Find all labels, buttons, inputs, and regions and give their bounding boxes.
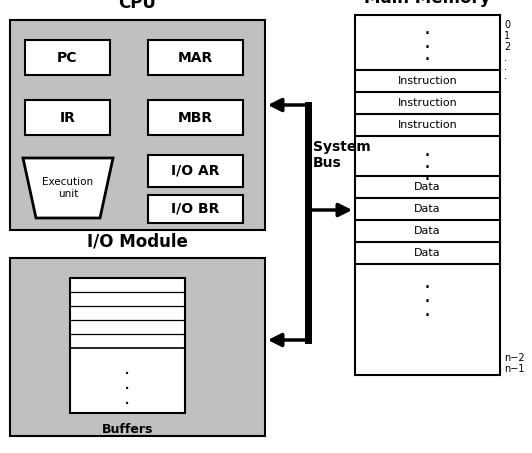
- Text: .: .: [424, 18, 431, 38]
- Text: I/O Module: I/O Module: [87, 232, 188, 250]
- Bar: [148, 40, 243, 75]
- Text: Data: Data: [414, 226, 441, 236]
- Text: .: .: [424, 32, 431, 52]
- Text: .: .: [424, 152, 431, 172]
- Text: .: .: [424, 140, 431, 160]
- Bar: [25, 100, 110, 135]
- Bar: [148, 100, 243, 135]
- Text: IR: IR: [60, 111, 76, 125]
- Text: n−2: n−2: [504, 353, 525, 363]
- Bar: [25, 40, 110, 75]
- Text: I/O BR: I/O BR: [171, 202, 220, 216]
- Text: CPU: CPU: [119, 0, 156, 12]
- Text: 0: 0: [504, 20, 510, 30]
- Text: Main Memory: Main Memory: [364, 0, 491, 7]
- Text: .: .: [504, 62, 507, 72]
- Text: .: .: [424, 286, 431, 306]
- Text: MAR: MAR: [178, 50, 213, 64]
- Text: .: .: [504, 53, 507, 63]
- Bar: [355, 15, 500, 375]
- Text: Data: Data: [414, 248, 441, 258]
- Bar: [10, 258, 265, 436]
- Text: 1: 1: [504, 31, 510, 41]
- Text: Instruction: Instruction: [397, 76, 458, 86]
- Text: Execution
unit: Execution unit: [43, 177, 94, 199]
- Text: .: .: [424, 272, 431, 292]
- Text: .: .: [124, 359, 131, 378]
- Bar: [148, 155, 243, 187]
- Bar: [10, 20, 265, 230]
- Text: .: .: [124, 374, 131, 393]
- Text: MBR: MBR: [178, 111, 213, 125]
- Text: .: .: [504, 71, 507, 81]
- Text: Instruction: Instruction: [397, 98, 458, 108]
- Text: Data: Data: [414, 204, 441, 214]
- Text: System
Bus: System Bus: [313, 140, 371, 170]
- Text: PC: PC: [57, 50, 78, 64]
- Bar: [70, 278, 185, 413]
- Bar: [148, 195, 243, 223]
- Text: I/O AR: I/O AR: [171, 164, 220, 178]
- Text: 2: 2: [504, 42, 510, 52]
- Text: .: .: [424, 44, 431, 64]
- Text: .: .: [124, 389, 131, 408]
- Text: Instruction: Instruction: [397, 120, 458, 130]
- Text: n−1: n−1: [504, 364, 525, 374]
- Text: .: .: [424, 300, 431, 320]
- Text: .: .: [424, 164, 431, 184]
- Polygon shape: [23, 158, 113, 218]
- Text: Data: Data: [414, 182, 441, 192]
- Text: Buffers: Buffers: [102, 423, 153, 436]
